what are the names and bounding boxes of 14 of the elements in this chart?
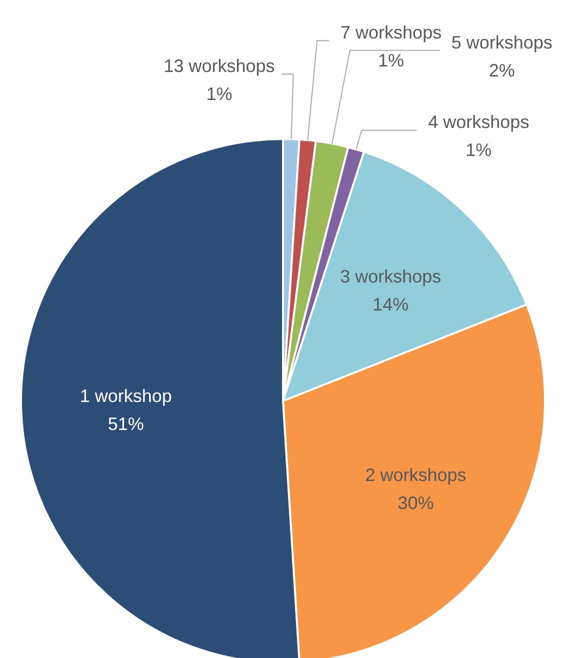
- data-label: 1%: [206, 84, 232, 104]
- slice-label: 4 workshops: [428, 112, 530, 132]
- data-label: 51%: [108, 414, 144, 434]
- data-label: 1%: [378, 50, 404, 71]
- data-label: 30%: [398, 493, 434, 514]
- data-label: 2%: [488, 60, 515, 80]
- slice-label: 3 workshops: [340, 266, 442, 286]
- data-label: 14%: [372, 294, 409, 314]
- slice-label: 1 workshop: [80, 386, 172, 406]
- slice-label: 13 workshops: [164, 56, 275, 76]
- slice-label: 7 workshops: [340, 22, 442, 43]
- slice-label: 5 workshops: [451, 32, 552, 52]
- data-label: 1%: [466, 140, 492, 160]
- slice-label: 2 workshops: [365, 465, 466, 486]
